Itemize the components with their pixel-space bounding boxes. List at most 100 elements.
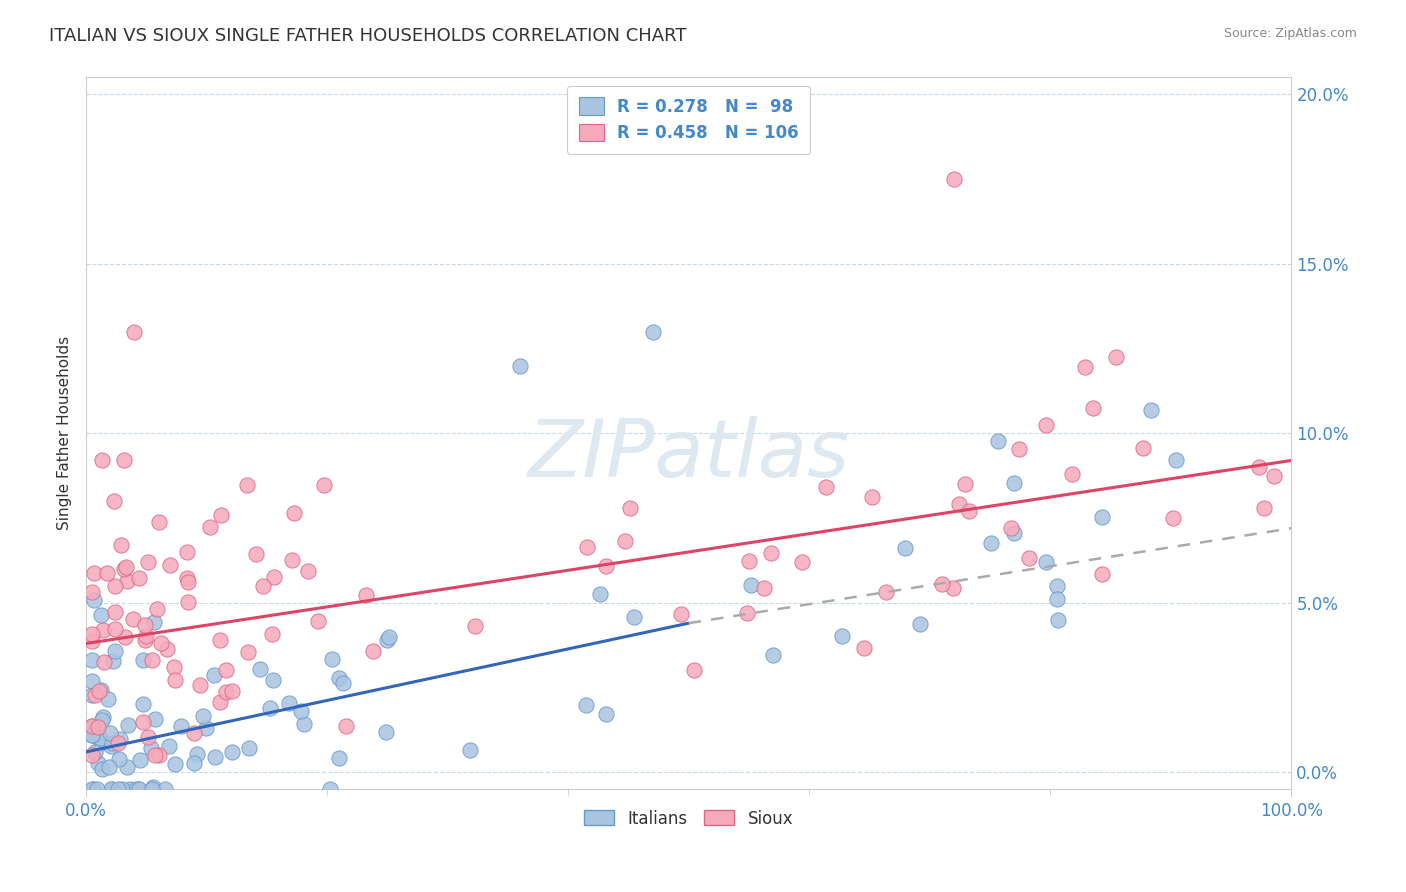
Point <box>177 574 200 589</box>
Point <box>1035 555 1057 569</box>
Point <box>143 748 166 763</box>
Point <box>90 682 112 697</box>
Legend: Italians, Sioux: Italians, Sioux <box>578 803 800 834</box>
Point <box>96 566 118 581</box>
Point <box>82 688 104 702</box>
Point <box>1046 591 1069 606</box>
Y-axis label: Single Father Households: Single Father Households <box>58 336 72 531</box>
Point <box>132 714 155 729</box>
Point <box>108 732 131 747</box>
Point <box>948 498 970 512</box>
Point <box>115 574 138 589</box>
Point <box>208 695 231 709</box>
Point <box>575 540 598 554</box>
Point <box>262 626 284 640</box>
Point <box>595 706 617 721</box>
Point <box>159 739 181 753</box>
Point <box>894 541 917 555</box>
Point <box>249 662 271 676</box>
Point <box>283 507 305 521</box>
Point <box>148 515 170 529</box>
Point <box>86 727 108 741</box>
Point <box>104 623 127 637</box>
Point <box>86 720 108 734</box>
Point <box>83 566 105 581</box>
Point <box>122 612 145 626</box>
Point <box>82 719 104 733</box>
Point <box>941 581 963 595</box>
Point <box>134 617 156 632</box>
Point <box>139 740 162 755</box>
Point <box>131 653 153 667</box>
Point <box>290 704 312 718</box>
Point <box>90 736 112 750</box>
Point <box>120 782 142 797</box>
Point <box>278 696 301 710</box>
Point <box>146 602 169 616</box>
Point <box>987 434 1010 449</box>
Point <box>82 728 104 742</box>
Point <box>762 648 785 662</box>
Point <box>83 688 105 702</box>
Point <box>236 477 259 491</box>
Point <box>980 536 1002 550</box>
Point <box>117 717 139 731</box>
Point <box>853 641 876 656</box>
Point <box>141 782 163 797</box>
Point <box>374 724 396 739</box>
Point <box>641 325 664 339</box>
Point <box>1047 613 1070 627</box>
Point <box>595 558 617 573</box>
Point <box>209 508 232 522</box>
Point <box>221 683 243 698</box>
Point <box>215 663 238 677</box>
Point <box>1247 460 1270 475</box>
Point <box>1263 468 1285 483</box>
Point <box>1161 511 1184 525</box>
Point <box>176 545 198 559</box>
Point <box>262 673 284 688</box>
Point <box>124 325 146 339</box>
Point <box>165 756 187 771</box>
Point <box>263 570 285 584</box>
Point <box>1105 350 1128 364</box>
Point <box>314 478 336 492</box>
Point <box>132 697 155 711</box>
Point <box>682 664 704 678</box>
Point <box>87 684 110 698</box>
Point <box>136 555 159 569</box>
Point <box>82 673 104 688</box>
Point <box>89 731 111 746</box>
Point <box>1253 500 1275 515</box>
Point <box>1018 550 1040 565</box>
Point <box>221 746 243 760</box>
Point <box>957 504 980 518</box>
Point <box>236 644 259 658</box>
Point <box>194 721 217 735</box>
Point <box>1091 567 1114 582</box>
Point <box>103 494 125 508</box>
Point <box>87 756 110 770</box>
Point <box>142 615 165 630</box>
Point <box>1008 442 1031 456</box>
Point <box>378 630 401 644</box>
Point <box>215 685 238 699</box>
Point <box>1091 509 1114 524</box>
Point <box>931 576 953 591</box>
Point <box>90 713 112 727</box>
Point <box>335 719 357 733</box>
Point <box>114 630 136 644</box>
Point <box>82 748 104 763</box>
Text: ITALIAN VS SIOUX SINGLE FATHER HOUSEHOLDS CORRELATION CHART: ITALIAN VS SIOUX SINGLE FATHER HOUSEHOLD… <box>49 27 686 45</box>
Point <box>908 616 931 631</box>
Point <box>82 633 104 648</box>
Point <box>589 587 612 601</box>
Point <box>202 668 225 682</box>
Point <box>114 560 136 574</box>
Point <box>101 736 124 750</box>
Point <box>460 743 482 757</box>
Point <box>82 585 104 599</box>
Point <box>252 579 274 593</box>
Point <box>1002 525 1025 540</box>
Point <box>155 641 177 656</box>
